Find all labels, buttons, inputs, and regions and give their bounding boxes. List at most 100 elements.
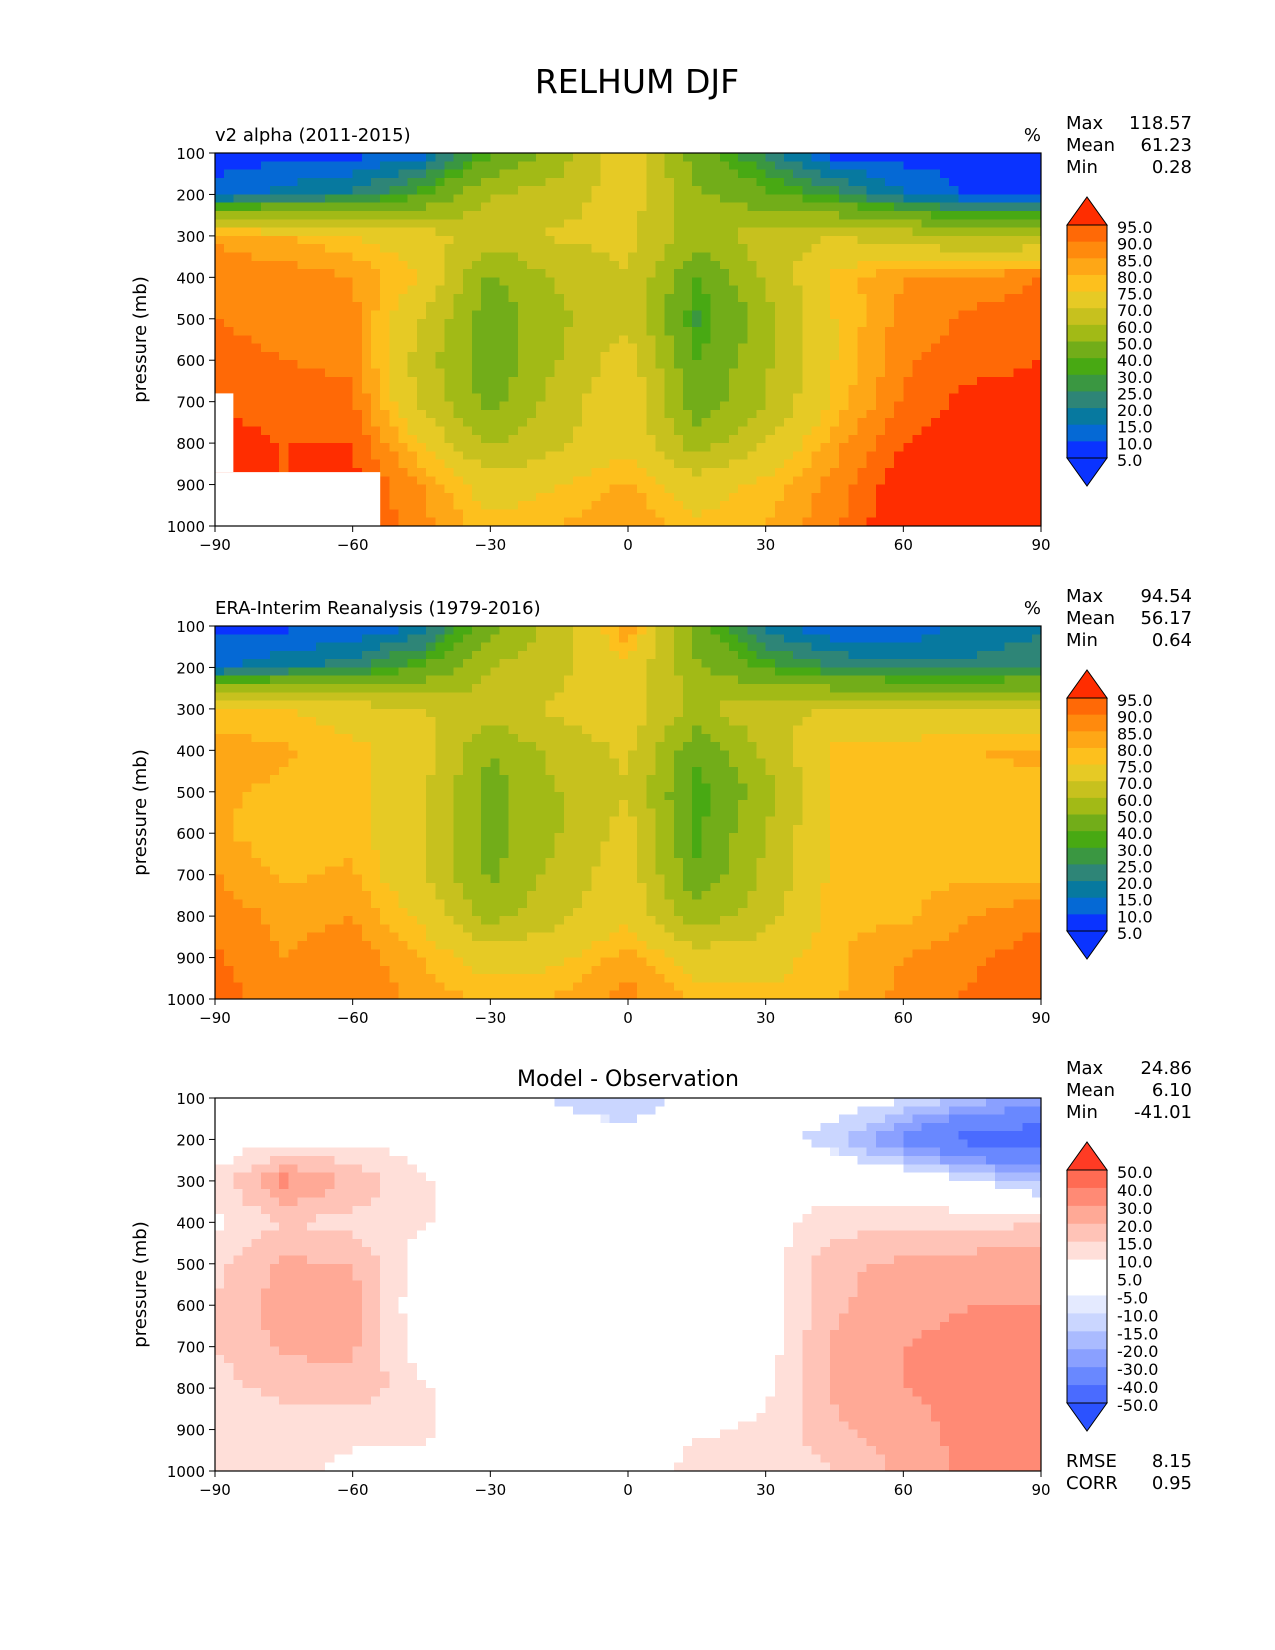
field-cell	[325, 235, 335, 245]
field-cell	[1004, 443, 1015, 452]
field-cell	[646, 650, 657, 660]
field-cell	[554, 426, 565, 436]
field-cell	[985, 194, 996, 204]
field-cell	[279, 434, 290, 444]
field-cell	[738, 343, 748, 353]
field-cell	[848, 252, 859, 262]
field-cell	[407, 302, 418, 312]
field-cell	[839, 219, 849, 229]
field-cell	[389, 700, 400, 710]
field-cell	[839, 285, 849, 295]
field-cell	[517, 302, 528, 312]
field-cell	[416, 244, 427, 254]
field-cell	[784, 161, 794, 171]
field-cell	[251, 393, 262, 403]
field-cell	[297, 211, 308, 220]
field-cell	[811, 467, 822, 477]
field-cell	[719, 368, 730, 378]
field-cell	[875, 211, 886, 220]
field-cell	[297, 227, 308, 237]
field-cell	[600, 327, 611, 336]
field-cell	[701, 302, 712, 312]
field-cell	[940, 343, 950, 353]
field-cell	[380, 434, 390, 444]
field-cell	[637, 368, 647, 378]
field-cell	[1031, 667, 1042, 677]
field-cell	[839, 177, 849, 187]
field-cell	[233, 202, 244, 212]
field-cell	[976, 659, 987, 669]
field-cell	[1013, 285, 1024, 295]
field-cell	[582, 700, 592, 710]
field-cell	[618, 153, 629, 162]
field-cell	[829, 659, 840, 669]
field-cell	[325, 418, 335, 428]
field-cell	[875, 659, 886, 669]
field-cell	[628, 434, 638, 444]
field-cell	[884, 335, 895, 345]
field-cell	[655, 401, 666, 411]
field-cell	[719, 219, 730, 229]
field-cell	[912, 169, 923, 179]
field-cell	[1031, 368, 1042, 378]
field-cell	[958, 302, 969, 312]
field-cell	[380, 351, 390, 361]
x-tick-label: 60	[894, 536, 913, 554]
field-cell	[545, 211, 556, 220]
field-cell	[435, 650, 446, 660]
field-cell	[297, 385, 308, 394]
field-cell	[233, 684, 244, 693]
field-cell	[471, 186, 482, 196]
field-cell	[325, 451, 335, 461]
field-cell	[985, 211, 996, 220]
field-cell	[481, 153, 491, 162]
field-cell	[527, 318, 537, 328]
field-cell	[315, 194, 326, 204]
field-cell	[435, 269, 446, 278]
field-cell	[315, 409, 326, 419]
field-cell	[894, 517, 904, 527]
field-cell	[958, 260, 969, 270]
field-cell	[416, 393, 427, 403]
field-cell	[949, 634, 959, 644]
field-cell	[756, 327, 767, 336]
field-cell	[591, 684, 602, 693]
field-cell	[820, 426, 831, 436]
field-cell	[628, 401, 638, 411]
field-cell	[426, 211, 436, 220]
field-cell	[728, 459, 739, 469]
field-cell	[866, 467, 877, 477]
field-cell	[563, 161, 574, 171]
field-cell	[325, 351, 335, 361]
field-cell	[940, 335, 950, 345]
field-cell	[692, 659, 703, 669]
field-cell	[664, 227, 675, 237]
field-cell	[866, 318, 877, 328]
field-cell	[444, 700, 455, 710]
field-cell	[747, 269, 758, 278]
field-cell	[444, 318, 455, 328]
field-cell	[361, 318, 372, 328]
field-cell	[600, 202, 611, 212]
field-cell	[371, 194, 381, 204]
field-cell	[921, 675, 932, 685]
field-cell	[371, 227, 381, 237]
field-cell	[747, 692, 758, 702]
field-cell	[784, 293, 794, 303]
field-cell	[563, 393, 574, 403]
field-cell	[260, 434, 271, 444]
field-cell	[967, 153, 978, 162]
field-cell	[618, 634, 629, 644]
field-cell	[242, 376, 253, 386]
field-cell	[517, 161, 528, 171]
field-cell	[407, 443, 418, 452]
field-cell	[471, 434, 482, 444]
field-cell	[563, 385, 574, 394]
field-cell	[949, 351, 959, 361]
field-cell	[710, 626, 721, 635]
field-cell	[857, 318, 868, 328]
field-cell	[673, 202, 684, 212]
field-cell	[839, 517, 849, 527]
field-cell	[940, 434, 950, 444]
field-cell	[637, 343, 647, 353]
